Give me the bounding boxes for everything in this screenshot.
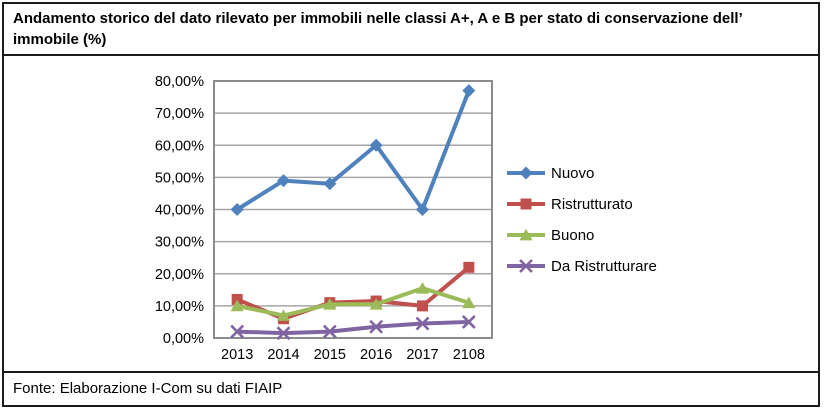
marker-da-ristrutturare-2017	[415, 316, 430, 331]
series-line-nuovo	[235, 89, 471, 212]
marker-nuovo-2014-shape	[277, 174, 290, 188]
marker-nuovo-2013	[230, 203, 244, 217]
marker-buono-2013	[230, 300, 244, 312]
marker-buono-2014-shape	[276, 309, 291, 322]
marker-da-ristrutturare-2013-shape	[230, 325, 245, 339]
marker-buono-2015	[323, 298, 337, 311]
marker-da-ristrutturare-2014-shape	[276, 326, 291, 341]
marker-ristrutturato-2013-shape	[231, 294, 243, 306]
marker-buono-2016-shape	[369, 298, 383, 311]
legend-item-da-ristrutturare: Da Ristrutturare	[507, 258, 657, 275]
legend-marker-buono	[519, 229, 533, 241]
legend: Nuovo Ristrutturato Buono Da Ristrutturare	[507, 165, 657, 275]
marker-buono-2015-shape	[323, 298, 337, 311]
plot-border	[213, 80, 493, 340]
series-line-buono	[235, 286, 471, 318]
marker-da-ristrutturare-2016-shape	[369, 320, 384, 335]
y-axis-labels: 0,00% 10,00% 20,00% 30,00% 40,00% 50,00% 60,00…	[155, 74, 204, 347]
marker-nuovo-2015	[323, 177, 337, 191]
ytick-label-1: 10,00%	[155, 299, 204, 315]
legend-marker-nuovo	[519, 166, 533, 180]
marker-nuovo-2108-shape	[462, 84, 476, 98]
gridlines	[214, 112, 492, 307]
marker-da-ristrutturare-2016	[369, 320, 384, 335]
marker-da-ristrutturare-2108	[461, 315, 476, 330]
chart-card: Andamento storico del dato rilevato per …	[2, 2, 820, 407]
xtick-label-2016: 2016	[360, 347, 392, 363]
marker-buono-2014	[276, 309, 291, 322]
marker-ristrutturato-2017	[417, 300, 428, 312]
xtick-label-2017: 2017	[406, 347, 438, 363]
legend-item-buono: Buono	[507, 227, 594, 244]
legend-marker-buono-shape	[519, 229, 533, 241]
marker-nuovo-2013-shape	[230, 203, 244, 217]
ytick-label-5: 50,00%	[155, 171, 204, 187]
ytick-label-2: 20,00%	[155, 267, 204, 283]
source-note: Fonte: Elaborazione I-Com su dati FIAIP	[4, 371, 818, 405]
legend-label-da-ristrutturare: Da Ristrutturare	[551, 258, 657, 275]
marker-da-ristrutturare-2108-shape	[461, 315, 476, 330]
marker-ristrutturato-2108-shape	[463, 262, 475, 274]
line-chart: 0,00% 10,00% 20,00% 30,00% 40,00% 50,00% 60,00…	[155, 74, 657, 363]
marker-nuovo-2017-shape	[416, 203, 429, 217]
marker-nuovo-2015-shape	[323, 177, 337, 191]
marker-buono-2017-shape	[415, 282, 430, 294]
series-line-da-ristrutturare	[235, 320, 471, 336]
xtick-label-2013: 2013	[221, 347, 253, 363]
ytick-label-0: 0,00%	[163, 331, 204, 347]
marker-buono-2013-shape	[230, 300, 244, 312]
legend-marker-nuovo-shape	[519, 166, 533, 180]
marker-buono-2108	[462, 296, 476, 309]
legend-marker-ristrutturato-shape	[520, 198, 532, 210]
marker-nuovo-2014	[277, 174, 290, 188]
ytick-label-7: 70,00%	[155, 107, 204, 123]
marker-da-ristrutturare-2014	[276, 326, 291, 341]
xtick-label-2014: 2014	[267, 347, 299, 363]
ytick-label-3: 30,00%	[155, 235, 204, 251]
legend-marker-da-ristrutturare	[519, 259, 533, 274]
marker-ristrutturato-2017-shape	[417, 300, 428, 312]
ytick-label-6: 60,00%	[155, 139, 204, 155]
marker-da-ristrutturare-2015-shape	[322, 325, 337, 339]
legend-item-nuovo: Nuovo	[507, 165, 594, 182]
marker-buono-2108-shape	[462, 296, 476, 309]
legend-label-ristrutturato: Ristrutturato	[551, 196, 633, 213]
legend-label-nuovo: Nuovo	[551, 165, 594, 182]
legend-label-buono: Buono	[551, 227, 594, 244]
chart-title: Andamento storico del dato rilevato per …	[4, 4, 818, 57]
chart-area: 0,00% 10,00% 20,00% 30,00% 40,00% 50,00% 60,00…	[4, 56, 818, 371]
legend-marker-ristrutturato	[520, 198, 532, 210]
marker-ristrutturato-2108	[463, 262, 475, 274]
legend-item-ristrutturato: Ristrutturato	[507, 196, 633, 213]
marker-nuovo-2016	[369, 139, 383, 153]
marker-da-ristrutturare-2017-shape	[415, 316, 430, 331]
x-axis-labels: 2013 2014 2015 2016 2017 2108	[221, 347, 485, 363]
legend-marker-da-ristrutturare-shape	[519, 259, 533, 274]
xtick-label-2015: 2015	[314, 347, 346, 363]
marker-nuovo-2016-shape	[369, 139, 383, 153]
marker-da-ristrutturare-2015	[322, 325, 337, 339]
xtick-label-2108: 2108	[453, 347, 485, 363]
marker-buono-2017	[415, 282, 430, 294]
marker-nuovo-2017	[416, 203, 429, 217]
chart-title-line1: Andamento storico del dato rilevato per …	[13, 10, 743, 27]
marker-ristrutturato-2013	[231, 294, 243, 306]
marker-da-ristrutturare-2013	[230, 325, 245, 339]
ytick-label-8: 80,00%	[155, 74, 204, 90]
marker-buono-2016	[369, 298, 383, 311]
marker-nuovo-2108	[462, 84, 476, 98]
chart-title-line2: immobile (%)	[13, 30, 107, 48]
ytick-label-4: 40,00%	[155, 203, 204, 219]
